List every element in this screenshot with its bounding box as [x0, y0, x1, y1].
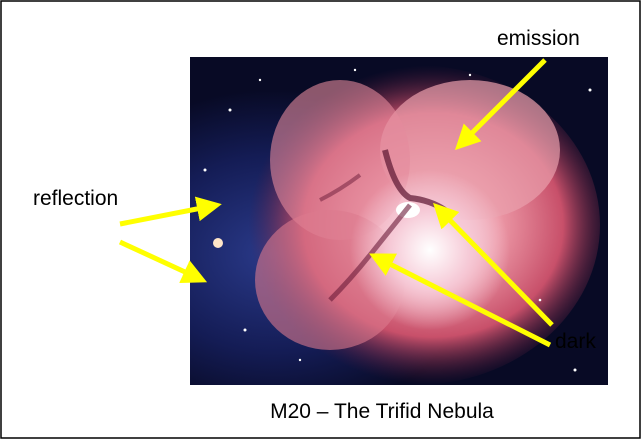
dark-label: dark [555, 330, 596, 353]
page: emission reflection dark M20 – The Trifi… [0, 0, 641, 439]
reflection-label: reflection [33, 187, 118, 210]
emission-label: emission [497, 27, 580, 50]
caption: M20 – The Trifid Nebula [270, 400, 494, 423]
slide: emission reflection dark M20 – The Trifi… [0, 0, 641, 439]
nebula-image [190, 57, 608, 385]
